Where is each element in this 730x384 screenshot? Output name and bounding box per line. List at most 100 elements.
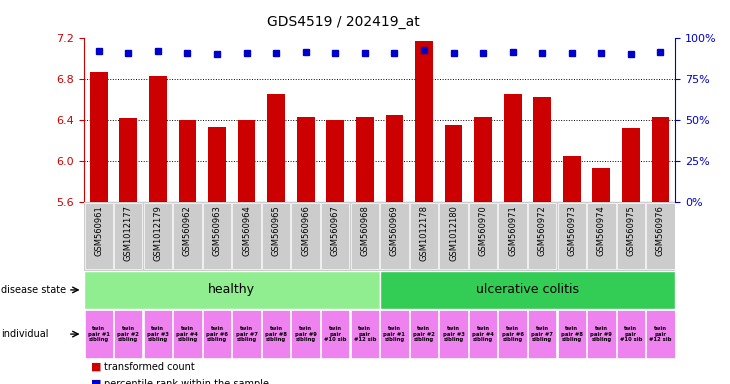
Bar — [380, 310, 409, 358]
Bar — [144, 310, 172, 358]
Text: GSM560969: GSM560969 — [390, 205, 399, 256]
Bar — [267, 94, 285, 202]
Bar — [179, 120, 196, 202]
Bar — [474, 117, 492, 202]
Text: percentile rank within the sample: percentile rank within the sample — [104, 379, 269, 384]
Bar — [238, 120, 256, 202]
Bar — [173, 310, 201, 358]
Text: GSM560970: GSM560970 — [479, 205, 488, 256]
Text: twin
pair #3
sibling: twin pair #3 sibling — [147, 326, 169, 343]
Bar — [114, 310, 142, 358]
Text: GSM560973: GSM560973 — [567, 205, 576, 256]
Bar — [439, 203, 468, 269]
Bar — [173, 203, 201, 269]
Bar — [439, 310, 468, 358]
Bar — [208, 127, 226, 202]
Text: twin
pair
#10 sib: twin pair #10 sib — [620, 326, 642, 343]
Text: GSM560971: GSM560971 — [508, 205, 517, 256]
Bar — [646, 203, 675, 269]
Text: ulcerative colitis: ulcerative colitis — [476, 283, 579, 296]
Bar — [120, 118, 137, 202]
Text: GSM1012180: GSM1012180 — [449, 205, 458, 261]
Bar — [528, 203, 556, 269]
Bar — [415, 41, 433, 202]
Text: twin
pair #4
sibling: twin pair #4 sibling — [472, 326, 494, 343]
Text: twin
pair #7
sibling: twin pair #7 sibling — [531, 326, 553, 343]
Bar — [504, 94, 521, 202]
Text: GSM560965: GSM560965 — [272, 205, 280, 256]
Text: GSM560975: GSM560975 — [626, 205, 635, 256]
Text: twin
pair #6
sibling: twin pair #6 sibling — [502, 326, 523, 343]
Bar — [534, 96, 551, 202]
Text: twin
pair
#10 sib: twin pair #10 sib — [324, 326, 347, 343]
Text: healthy: healthy — [208, 283, 256, 296]
Text: twin
pair #4
sibling: twin pair #4 sibling — [177, 326, 199, 343]
Bar — [350, 310, 379, 358]
Bar — [321, 203, 350, 269]
Bar — [499, 203, 527, 269]
Text: twin
pair #9
sibling: twin pair #9 sibling — [295, 326, 317, 343]
Bar — [410, 310, 438, 358]
Bar — [262, 310, 291, 358]
Bar — [326, 120, 344, 202]
Text: twin
pair #7
sibling: twin pair #7 sibling — [236, 326, 258, 343]
Text: twin
pair
#12 sib: twin pair #12 sib — [649, 326, 672, 343]
Bar — [385, 115, 403, 202]
Text: GSM560968: GSM560968 — [361, 205, 369, 256]
Text: GSM1012177: GSM1012177 — [124, 205, 133, 261]
Text: ■: ■ — [91, 362, 101, 372]
Text: twin
pair #1
sibling: twin pair #1 sibling — [88, 326, 110, 343]
Bar — [499, 310, 527, 358]
Bar — [617, 310, 645, 358]
Bar — [469, 310, 497, 358]
Bar — [558, 310, 586, 358]
Bar — [84, 271, 380, 309]
Text: transformed count: transformed count — [104, 362, 195, 372]
Text: GSM560966: GSM560966 — [301, 205, 310, 256]
Text: GSM560963: GSM560963 — [212, 205, 221, 256]
Text: twin
pair #8
sibling: twin pair #8 sibling — [265, 326, 287, 343]
Bar — [144, 203, 172, 269]
Bar — [617, 203, 645, 269]
Text: GSM560962: GSM560962 — [183, 205, 192, 256]
Bar — [593, 168, 610, 202]
Bar — [356, 117, 374, 202]
Bar — [622, 128, 639, 202]
Bar — [232, 310, 261, 358]
Bar — [149, 76, 166, 202]
Bar — [469, 203, 497, 269]
Bar — [321, 310, 350, 358]
Text: GDS4519 / 202419_at: GDS4519 / 202419_at — [266, 15, 420, 29]
Text: disease state: disease state — [1, 285, 66, 295]
Bar — [587, 310, 615, 358]
Bar — [203, 310, 231, 358]
Bar — [291, 310, 320, 358]
Bar — [563, 156, 580, 202]
Bar — [380, 271, 675, 309]
Bar — [646, 310, 675, 358]
Bar — [85, 203, 113, 269]
Text: twin
pair #1
sibling: twin pair #1 sibling — [383, 326, 405, 343]
Bar — [558, 203, 586, 269]
Bar — [445, 125, 462, 202]
Bar — [232, 203, 261, 269]
Text: twin
pair #6
sibling: twin pair #6 sibling — [206, 326, 228, 343]
Text: GSM560967: GSM560967 — [331, 205, 339, 256]
Text: GSM1012178: GSM1012178 — [420, 205, 429, 261]
Text: twin
pair #2
sibling: twin pair #2 sibling — [118, 326, 139, 343]
Bar — [528, 310, 556, 358]
Text: twin
pair #8
sibling: twin pair #8 sibling — [561, 326, 583, 343]
Text: GSM560964: GSM560964 — [242, 205, 251, 256]
Text: twin
pair #2
sibling: twin pair #2 sibling — [413, 326, 435, 343]
Text: GSM560972: GSM560972 — [538, 205, 547, 256]
Bar — [297, 117, 315, 202]
Bar — [203, 203, 231, 269]
Text: GSM560976: GSM560976 — [656, 205, 665, 256]
Bar — [410, 203, 438, 269]
Bar — [90, 72, 107, 202]
Bar — [350, 203, 379, 269]
Text: GSM1012179: GSM1012179 — [153, 205, 162, 261]
Text: twin
pair #3
sibling: twin pair #3 sibling — [442, 326, 464, 343]
Text: GSM560961: GSM560961 — [94, 205, 103, 256]
Text: GSM560974: GSM560974 — [597, 205, 606, 256]
